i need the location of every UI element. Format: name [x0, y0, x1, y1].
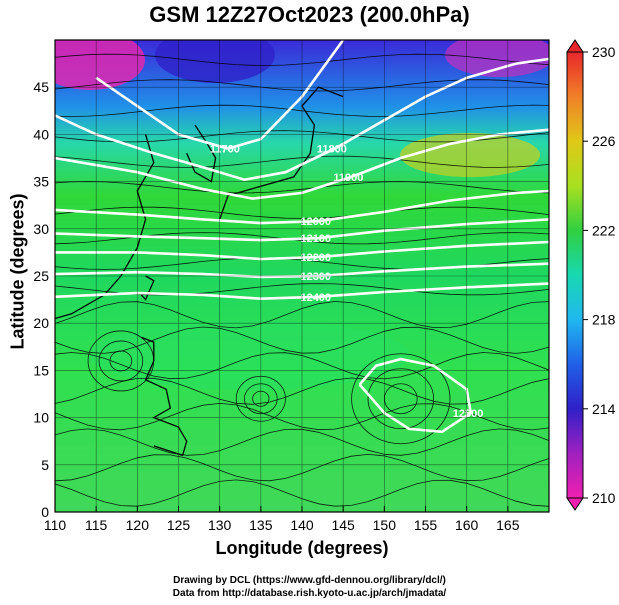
contour-line: [55, 128, 549, 200]
x-tick-label: 150: [373, 517, 397, 533]
coastline: [141, 336, 188, 457]
contour-line: [55, 218, 549, 242]
contour-label: 11700: [210, 144, 240, 156]
colorbar-tick-label: 218: [592, 312, 616, 328]
x-tick-label: 110: [44, 517, 67, 533]
cold-core-east: [445, 40, 549, 77]
colorbar-tick-label: 222: [592, 222, 616, 238]
colorbar-tick-label: 230: [592, 44, 616, 60]
y-tick-label: 0: [41, 504, 49, 520]
colorbar-tick-label: 226: [592, 133, 616, 149]
y-tick-label: 5: [41, 457, 49, 473]
colorbar-top-arrow: [566, 39, 584, 53]
contour-label: 11800: [317, 144, 347, 156]
contour-line: [55, 189, 549, 225]
contour-line: [55, 57, 549, 182]
x-tick-label: 115: [85, 517, 108, 533]
y-axis-label: Latitude (degrees): [7, 193, 28, 350]
x-tick-label: 120: [126, 517, 150, 533]
colorbar-tick-label: 214: [592, 401, 616, 417]
x-axis-label: Longitude (degrees): [215, 538, 389, 558]
y-tick-label: 10: [33, 410, 49, 426]
cold-core-west: [55, 40, 145, 90]
x-tick-label: 155: [414, 517, 438, 533]
coastlines: [55, 86, 344, 457]
x-tick-label: 160: [455, 517, 479, 533]
streamline-gyre: [98, 340, 144, 382]
contour-label: 12500: [453, 408, 484, 420]
x-tick-label: 165: [496, 517, 520, 533]
contour-line: [358, 357, 473, 434]
x-tick-label: 130: [208, 517, 232, 533]
x-tick-label: 135: [249, 517, 273, 533]
colorbar-bottom-arrow: [566, 497, 584, 511]
y-tick-label: 35: [33, 174, 49, 190]
x-axis-ticks: 110 115 120 125 130 135 140 145 150 155 160 165: [44, 506, 520, 533]
map-title: GSM 12Z27Oct2023 (200.0hPa): [149, 2, 470, 27]
y-tick-label: 20: [33, 315, 49, 331]
x-tick-label: 145: [331, 517, 355, 533]
credit-drawing: Drawing by DCL (https://www.gfd-dennou.o…: [173, 575, 446, 586]
contour-label: 12200: [300, 252, 331, 264]
contour-line: [55, 282, 549, 301]
y-tick-label: 25: [33, 268, 49, 284]
contour-label: 12100: [300, 233, 331, 245]
plot-area: 11700 11800 11900 12000 12100 12200 12300 12400…: [55, 40, 549, 512]
warm-band-tropics: [90, 320, 410, 390]
contour-label: 12300: [300, 271, 331, 283]
y-axis-ticks: 0 5 10 15 20 25 30 35 40 45: [33, 79, 49, 520]
contour-label: 12400: [300, 292, 331, 304]
contour-line: [55, 240, 549, 261]
x-tick-label: 125: [167, 517, 191, 533]
contour-label: 12000: [300, 216, 331, 228]
x-tick-label: 140: [290, 517, 314, 533]
cold-core-center: [155, 40, 275, 83]
streamline-gyre: [109, 350, 133, 372]
colorbar-ticks: 230 226 222 218 214 210: [583, 44, 616, 506]
y-tick-label: 45: [33, 79, 49, 95]
streamline-gyre: [367, 368, 434, 430]
coastline: [219, 86, 344, 220]
warm-band-east: [400, 133, 540, 177]
y-tick-label: 30: [33, 221, 49, 237]
colorbar-body: [566, 51, 584, 499]
streamline-gyre: [351, 353, 451, 445]
contour-line: [55, 262, 549, 279]
coastline: [140, 275, 155, 301]
y-tick-label: 40: [33, 126, 49, 142]
colorbar-tick-label: 210: [592, 490, 616, 506]
colorbar: 230 226 222 218 214 210: [566, 39, 616, 511]
y-tick-label: 15: [33, 362, 49, 378]
credit-data: Data from http://database.rish.kyoto-u.a…: [172, 588, 447, 599]
contour-label: 11900: [333, 172, 363, 184]
